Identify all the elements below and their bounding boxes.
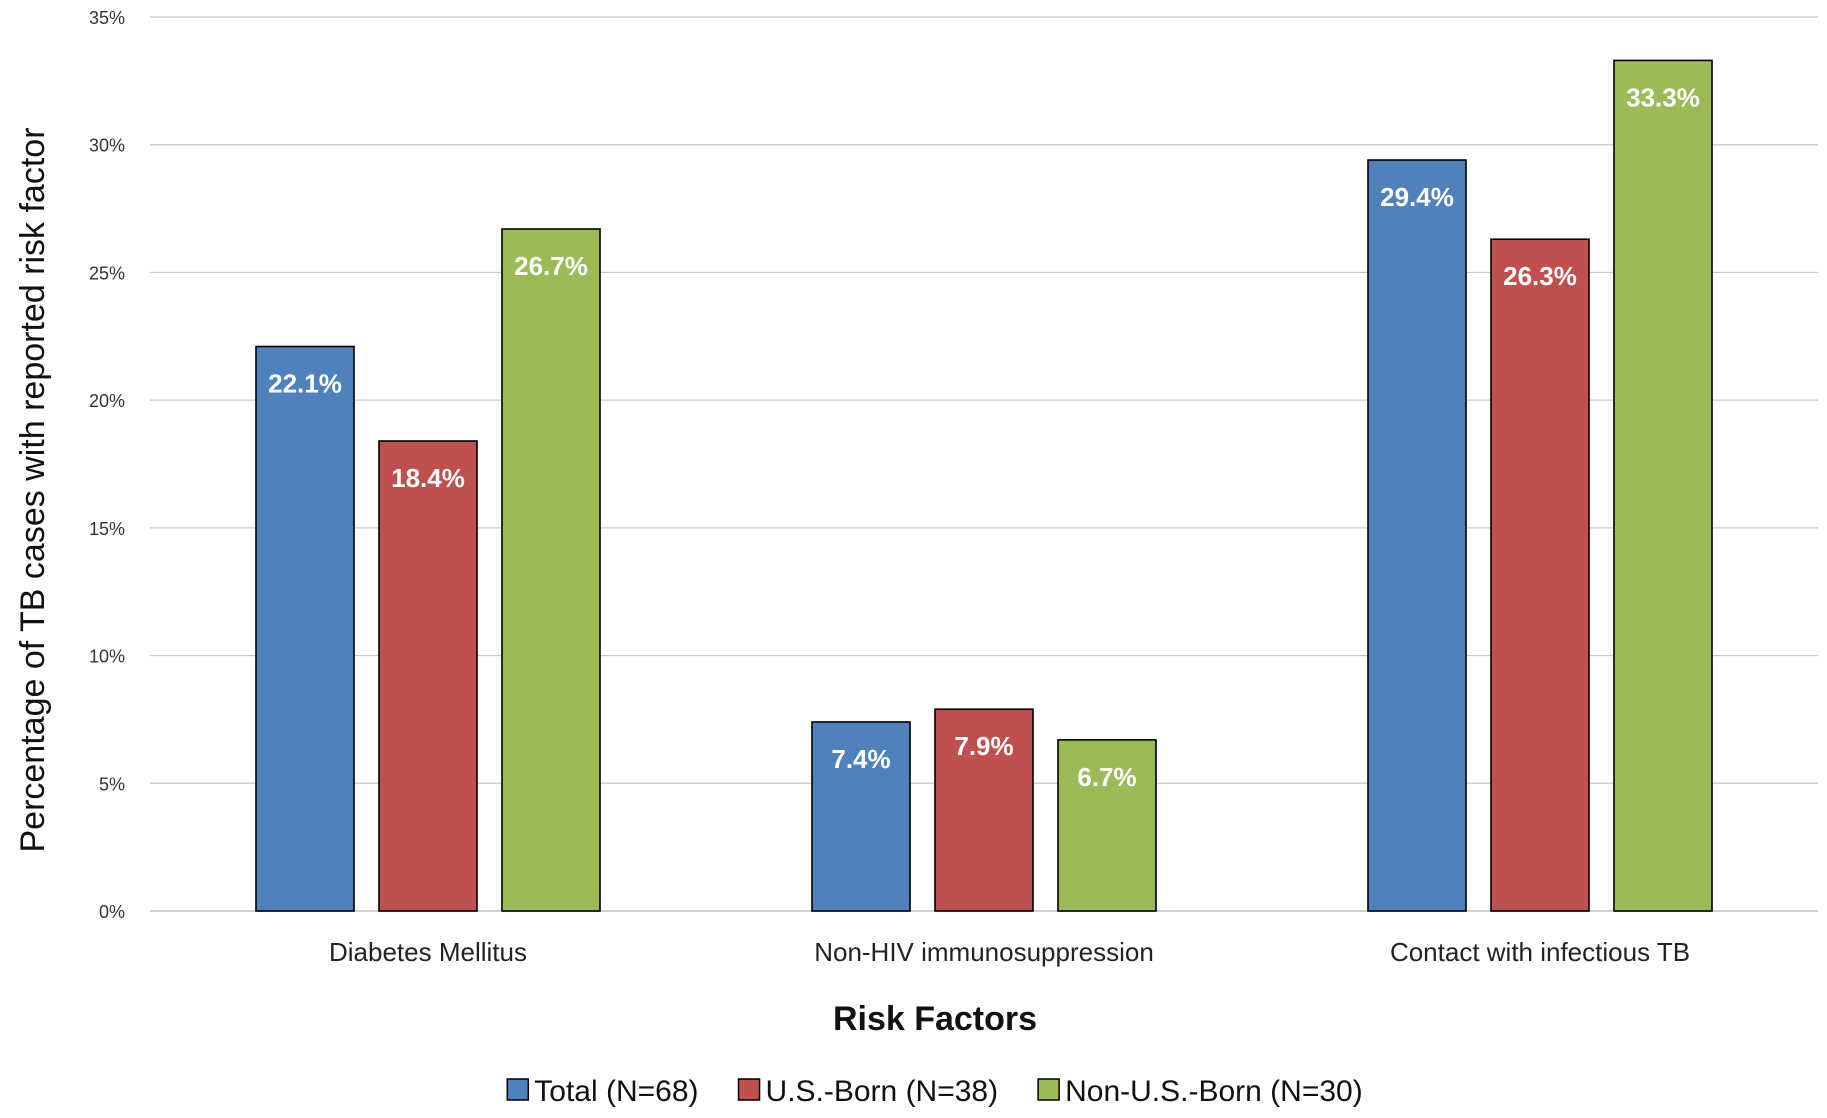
data-label: 22.1%	[268, 369, 342, 399]
bar	[501, 228, 601, 912]
legend-item: U.S.-Born (N=38)	[737, 1075, 999, 1108]
x-axis-title: Risk Factors	[833, 1000, 1037, 1038]
bar	[934, 708, 1034, 912]
data-label: 7.4%	[831, 744, 890, 774]
y-tick-label: 0%	[99, 902, 125, 922]
legend-label: U.S.-Born (N=38)	[766, 1075, 999, 1108]
y-tick-label: 5%	[99, 774, 125, 794]
legend-label: Total (N=68)	[534, 1075, 698, 1108]
x-axis-categories: Diabetes Mellitus Non-HIV immunosuppressi…	[329, 937, 1690, 967]
legend-swatch	[1037, 1078, 1060, 1101]
y-tick-label: 25%	[89, 263, 125, 283]
legend-swatch	[737, 1078, 761, 1101]
x-category-label: Diabetes Mellitus	[329, 937, 527, 967]
legend-swatch	[506, 1078, 530, 1101]
data-label: 18.4%	[391, 463, 465, 493]
legend-item: Non-U.S.-Born (N=30)	[1037, 1075, 1363, 1108]
data-label: 7.9%	[954, 731, 1013, 761]
data-label: 33.3%	[1626, 82, 1700, 112]
bar	[1367, 159, 1467, 912]
bars	[255, 59, 1713, 912]
bar	[255, 345, 355, 912]
data-labels: 22.1% 18.4% 26.7% 7.4% 7.9% 6.7% 29.4% 26.3% 33.…	[268, 82, 1700, 791]
bar	[378, 440, 478, 912]
data-label: 29.4%	[1380, 182, 1454, 212]
y-axis-title: Percentage of TB cases with reported ris…	[14, 127, 52, 852]
y-axis-ticks: 0% 5% 10% 15% 20% 25% 30% 35%	[89, 8, 125, 922]
bar	[1613, 59, 1713, 912]
legend: Total (N=68) U.S.-Born (N=38) Non-U.S.-Bor…	[506, 1075, 1363, 1108]
bar	[811, 721, 911, 912]
y-tick-label: 10%	[89, 647, 125, 667]
x-category-label: Non-HIV immunosuppression	[814, 937, 1154, 967]
bar	[1057, 739, 1157, 912]
x-category-label: Contact with infectious TB	[1390, 937, 1690, 967]
bar	[1490, 238, 1590, 912]
data-label: 26.3%	[1503, 261, 1577, 291]
y-tick-label: 35%	[89, 8, 125, 28]
data-label: 26.7%	[514, 251, 588, 281]
y-tick-label: 15%	[89, 519, 125, 539]
legend-item: Total (N=68)	[506, 1075, 699, 1108]
y-tick-label: 20%	[89, 391, 125, 411]
data-label: 6.7%	[1077, 762, 1136, 792]
y-tick-label: 30%	[89, 136, 125, 156]
legend-label: Non-U.S.-Born (N=30)	[1065, 1075, 1363, 1108]
